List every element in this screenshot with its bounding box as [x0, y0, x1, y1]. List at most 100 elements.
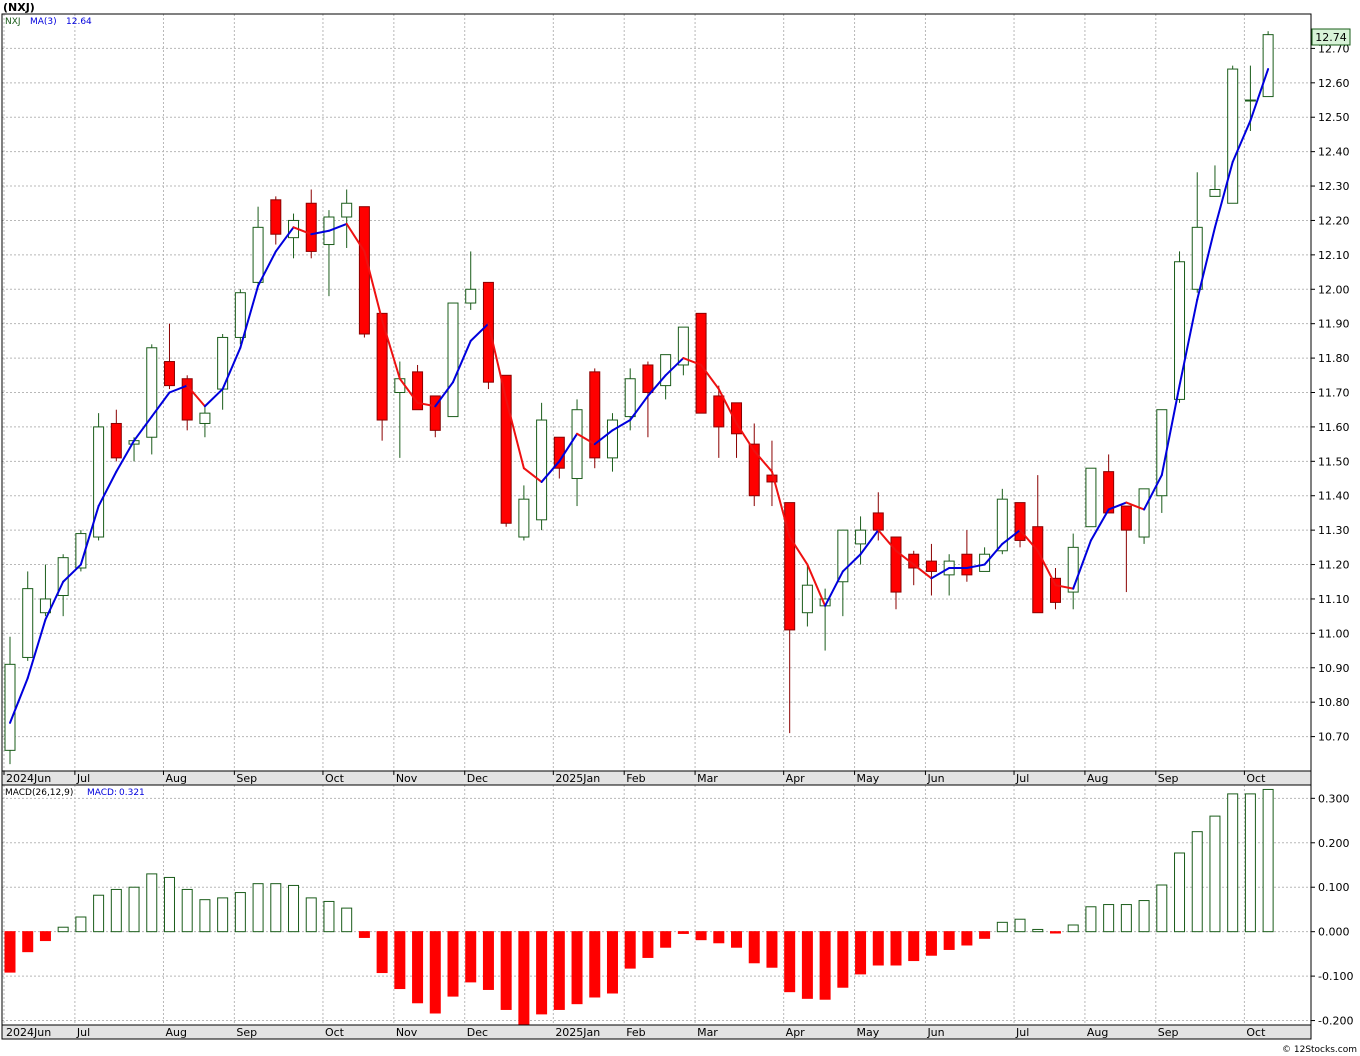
- candle-body: [855, 529, 867, 545]
- macd-bar: [713, 931, 725, 944]
- price-y-tick-label: 11.10: [1318, 593, 1350, 606]
- last-price-label: 12.74: [1315, 31, 1347, 44]
- macd-bar: [748, 931, 760, 964]
- ma-segment: [735, 422, 756, 452]
- candle-body: [305, 202, 317, 252]
- ma-segment: [895, 549, 915, 566]
- ma-segment: [558, 432, 579, 463]
- price-x-tick-label: May: [857, 772, 880, 785]
- candle: [784, 502, 796, 734]
- candle-body: [713, 395, 725, 428]
- macd-y-axis: -0.200 -0.100 0.000 0.100 0.200 0.300: [1311, 792, 1353, 1028]
- price-x-axis: 2024Jun Jul Aug Sep Oct Nov Dec 2025Jan Feb Mar Ap…: [3, 771, 1266, 785]
- macd-x-tick-label: Feb: [626, 1026, 645, 1039]
- candle-body: [1138, 488, 1150, 538]
- candle: [642, 361, 654, 438]
- macd-bar: [1085, 906, 1097, 933]
- ma-segment: [1054, 584, 1075, 590]
- ma-segment: [1125, 501, 1146, 511]
- candle: [1085, 467, 1097, 528]
- macd-bar: [908, 931, 920, 962]
- macd-legend-name: MACD(26,12,9): [5, 788, 73, 798]
- candle-body: [589, 371, 601, 459]
- price-x-tick-label: Aug: [1087, 772, 1108, 785]
- macd-bar: [784, 931, 796, 993]
- candle: [22, 571, 34, 661]
- candle-body: [376, 312, 388, 421]
- macd-bar: [553, 931, 565, 1010]
- candle: [1120, 505, 1132, 593]
- macd-bar: [624, 931, 636, 969]
- macd-legend-value: 0.321: [119, 788, 145, 798]
- ma-segment: [629, 394, 649, 422]
- candle: [571, 399, 583, 507]
- candle: [890, 536, 902, 610]
- candle: [482, 281, 494, 390]
- ma-segment: [257, 250, 277, 287]
- ma-line: [9, 68, 1270, 724]
- candle: [1032, 475, 1044, 614]
- macd-panel: -0.200 -0.100 0.000 0.100 0.200 0.300 2024Jun…: [1, 784, 1353, 1040]
- ma-segment: [841, 553, 862, 573]
- macd-bar: [695, 931, 707, 941]
- price-x-axis-band: [1, 770, 1312, 786]
- ma-segment: [168, 384, 189, 394]
- candle: [465, 251, 477, 310]
- candle: [199, 406, 211, 438]
- macd-bar: [1049, 931, 1061, 934]
- macd-y-tick-label: 0.000: [1318, 926, 1350, 939]
- candle-body: [110, 422, 122, 459]
- candle: [961, 530, 973, 582]
- candle-body: [500, 374, 512, 524]
- ma-segment: [398, 377, 419, 404]
- macd-bar: [429, 931, 441, 1014]
- candle: [39, 564, 51, 617]
- ma-segment: [133, 415, 153, 442]
- macd-bar: [305, 897, 317, 933]
- macd-y-tick-label: -0.100: [1318, 970, 1353, 983]
- price-y-tick-label: 11.20: [1318, 559, 1350, 572]
- price-y-tick-label: 11.40: [1318, 490, 1350, 503]
- ma-segment: [44, 580, 65, 621]
- macd-legend-label: MACD:: [87, 788, 117, 798]
- macd-x-tick-label: Dec: [467, 1026, 488, 1039]
- candle-body: [979, 553, 991, 572]
- candle: [536, 402, 548, 531]
- ma-segment: [239, 284, 260, 349]
- price-y-tick-label: 12.10: [1318, 249, 1350, 262]
- candle-body: [1085, 467, 1097, 528]
- macd-x-axis: 2024Jun Jul Aug Sep Oct Nov Dec 2025Jan Feb Mar Ap…: [6, 1026, 1266, 1039]
- ma-segment: [1231, 119, 1252, 163]
- macd-bar: [4, 931, 16, 973]
- candle-body: [925, 560, 937, 572]
- ma-segment: [469, 322, 490, 342]
- candle: [1209, 165, 1221, 197]
- symbol-title: (NXJ): [3, 1, 35, 14]
- macd-bar: [270, 883, 282, 933]
- candle: [1227, 65, 1239, 204]
- price-x-tick-label: Jul: [76, 772, 90, 785]
- candle-body: [1244, 99, 1256, 102]
- price-y-tick-label: 12.00: [1318, 283, 1350, 296]
- candle-body: [1032, 526, 1044, 614]
- ma-segment: [983, 542, 1004, 566]
- candle-body: [1067, 546, 1079, 593]
- macd-bar: [1156, 884, 1168, 933]
- candle-body: [624, 378, 636, 418]
- price-x-tick-label: Oct: [325, 772, 345, 785]
- last-price-box: [1311, 28, 1351, 46]
- price-x-tick-label: Jun: [926, 772, 944, 785]
- macd-bar: [872, 931, 884, 966]
- price-x-tick-label: Dec: [467, 772, 488, 785]
- price-x-tick-label: Sep: [1158, 772, 1179, 785]
- ma-segment: [452, 339, 472, 384]
- candle-body: [394, 378, 406, 393]
- ma-segment: [186, 384, 206, 408]
- candle: [93, 413, 105, 541]
- price-x-tick-label: Aug: [165, 772, 186, 785]
- macd-x-tick-label: Jun: [926, 1026, 944, 1039]
- candle-body: [660, 354, 672, 387]
- macd-bar: [837, 931, 849, 988]
- candle: [429, 395, 441, 438]
- candle-body: [429, 395, 441, 431]
